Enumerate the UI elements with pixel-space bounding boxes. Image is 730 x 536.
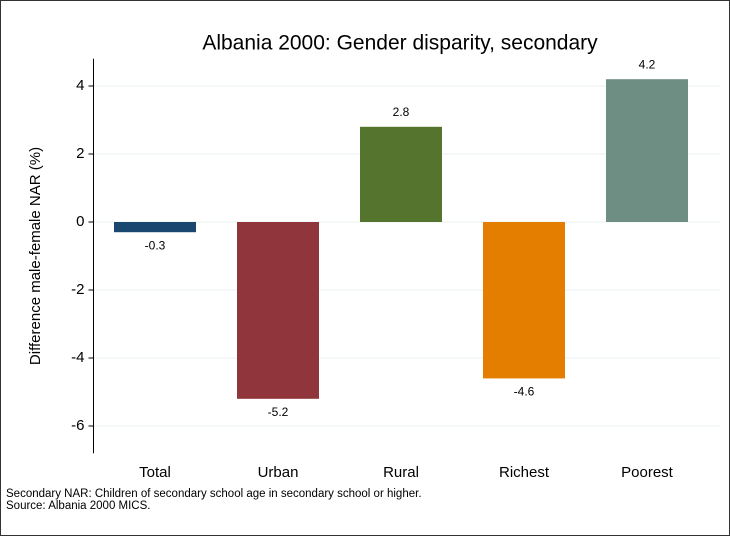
x-tick-label: Rural [383, 464, 419, 481]
value-label: -4.6 [514, 385, 535, 399]
y-tick-label: -6 [71, 417, 84, 434]
value-label: 2.8 [393, 105, 410, 119]
y-tick-label: 4 [76, 77, 84, 94]
bar [237, 222, 319, 399]
y-tick-label: -4 [71, 349, 84, 366]
y-tick-label: -2 [71, 281, 84, 298]
y-tick-label: 2 [76, 145, 84, 162]
x-tick-label: Urban [258, 464, 299, 481]
note: Source: Albania 2000 MICS. [6, 500, 150, 512]
chart-title: Albania 2000: Gender disparity, secondar… [202, 32, 598, 55]
note: Secondary NAR: Children of secondary sch… [6, 488, 422, 500]
value-label: -5.2 [268, 405, 289, 419]
x-tick-label: Poorest [621, 464, 674, 481]
value-label: 4.2 [639, 57, 656, 71]
y-tick-label: 0 [76, 213, 84, 230]
x-tick-label: Richest [499, 464, 550, 481]
value-label: -0.3 [145, 238, 166, 252]
bar [360, 126, 442, 222]
bar [606, 79, 688, 222]
bar [483, 222, 565, 379]
y-axis-title: Difference male-female NAR (%) [27, 147, 44, 365]
x-tick-label: Total [139, 464, 171, 481]
bar [114, 222, 196, 233]
